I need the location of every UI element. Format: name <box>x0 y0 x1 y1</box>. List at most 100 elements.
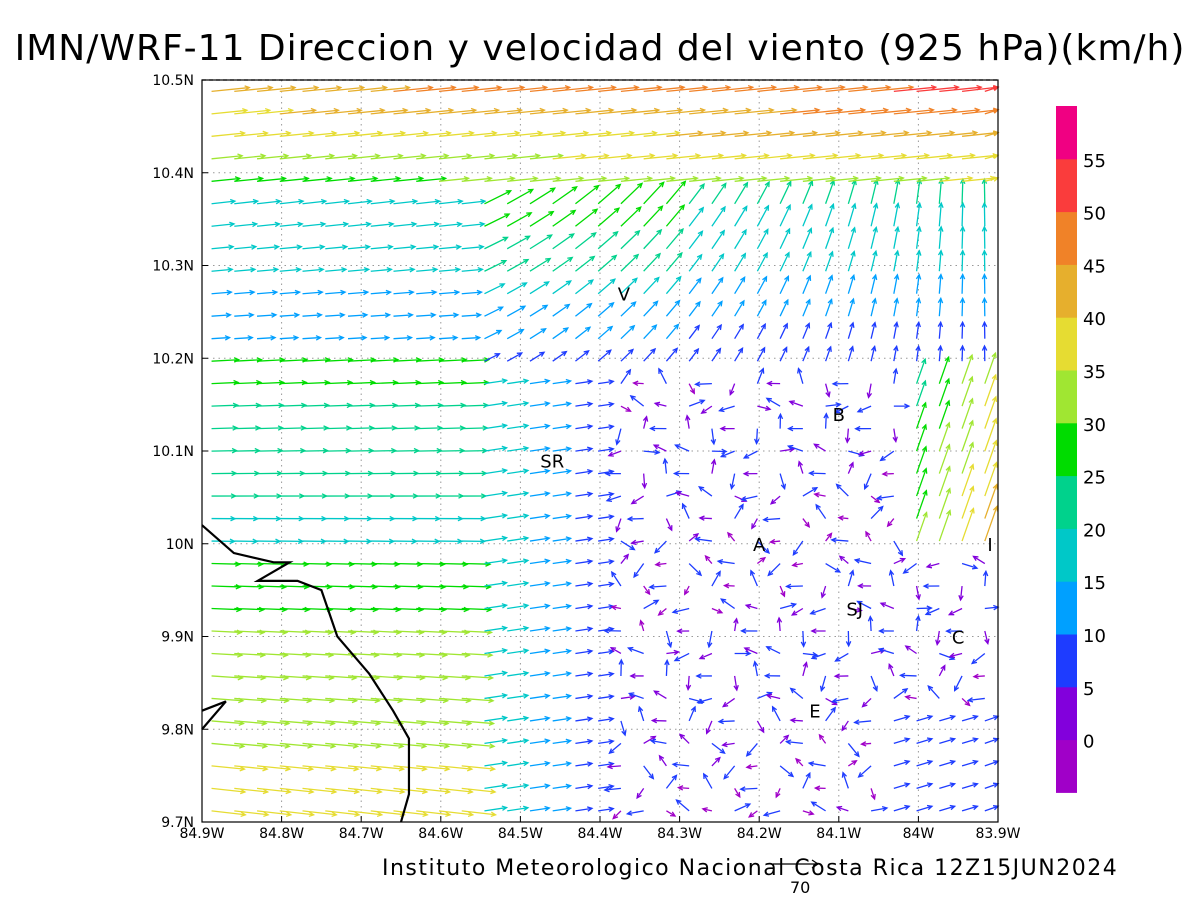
wind-arrow <box>393 810 429 818</box>
wind-arrow <box>393 584 424 590</box>
wind-arrow <box>211 765 246 772</box>
wind-arrow <box>438 515 464 522</box>
wind-arrow <box>813 785 826 791</box>
lon-label: 84.2W <box>737 826 782 842</box>
wind-arrow <box>791 561 803 568</box>
wind-arrow <box>649 425 667 432</box>
wind-arrow <box>257 584 288 590</box>
wind-arrow <box>461 335 482 341</box>
wind-arrow <box>711 323 723 340</box>
wind-arrow <box>627 692 644 700</box>
wind-arrow <box>552 513 573 520</box>
wind-arrow <box>935 630 941 646</box>
wind-arrow <box>959 249 966 272</box>
wind-arrow <box>575 208 599 227</box>
wind-arrow <box>779 602 798 610</box>
wind-arrow <box>618 658 624 676</box>
wind-arrow <box>506 328 525 340</box>
wind-arrow <box>484 130 521 137</box>
wind-arrow <box>766 380 781 387</box>
wind-arrow <box>507 423 530 430</box>
wind-arrow <box>552 671 573 677</box>
wind-arrow <box>325 810 361 818</box>
wind-arrow <box>416 107 455 115</box>
wind-arrow <box>856 600 872 610</box>
wind-arrow <box>810 801 826 812</box>
wind-arrow <box>597 301 615 317</box>
wind-arrow <box>279 312 301 318</box>
wind-arrow <box>575 693 594 700</box>
wind-arrow <box>347 584 379 590</box>
wind-arrow <box>484 378 509 385</box>
colorbar-label: 20 <box>1083 520 1106 541</box>
wind-arrow <box>915 423 927 452</box>
wind-arrow <box>981 296 988 317</box>
wind-arrow <box>643 84 686 93</box>
wind-arrow <box>959 273 966 294</box>
wind-arrow <box>416 493 442 499</box>
wind-arrow <box>234 425 262 431</box>
wind-arrow <box>529 257 552 272</box>
wind-arrow <box>961 782 979 790</box>
wind-arrow <box>575 469 594 475</box>
wind-arrow <box>552 693 573 700</box>
wind-arrow <box>831 381 849 387</box>
wind-arrow <box>615 428 622 446</box>
wind-arrow <box>302 107 340 115</box>
wind-arrow <box>666 153 702 160</box>
wind-arrow <box>393 198 419 205</box>
wind-arrow <box>689 107 729 115</box>
wind-arrow <box>825 175 860 182</box>
wind-arrow <box>984 439 998 474</box>
wind-arrow <box>416 515 442 522</box>
wind-arrow <box>552 603 573 610</box>
wind-arrow <box>552 130 590 137</box>
wind-arrow <box>506 212 533 227</box>
wind-arrow <box>370 584 402 590</box>
wind-arrow <box>824 274 834 294</box>
wind-arrow <box>529 603 551 610</box>
wind-arrow <box>575 558 594 565</box>
wind-arrow <box>959 344 966 362</box>
wind-arrow <box>620 720 627 737</box>
wind-arrow <box>847 321 855 339</box>
wind-arrow <box>733 617 739 632</box>
wind-arrow <box>961 759 979 767</box>
wind-arrow <box>438 176 471 182</box>
wind-arrow <box>552 256 574 272</box>
wind-arrow <box>824 383 831 398</box>
lat-label: 10.4N <box>152 166 194 182</box>
wind-arrow <box>654 561 667 567</box>
wind-arrow <box>461 742 496 749</box>
wind-arrow <box>688 182 705 205</box>
wind-arrow <box>972 555 986 565</box>
wind-arrow <box>784 739 803 745</box>
wind-arrow <box>984 373 997 407</box>
wind-arrow <box>484 670 509 677</box>
wind-arrow <box>734 130 773 137</box>
wind-arrow <box>734 107 775 115</box>
wind-arrow <box>529 625 551 632</box>
wind-arrow <box>507 107 546 115</box>
wind-arrow <box>665 774 678 789</box>
wind-arrow <box>598 175 631 182</box>
wind-arrow <box>671 607 690 615</box>
wind-arrow <box>234 515 260 522</box>
wind-arrow <box>788 400 804 407</box>
wind-arrow <box>765 397 781 407</box>
wind-arrow <box>484 175 516 182</box>
wind-arrow <box>552 107 592 115</box>
wind-arrow <box>597 254 618 272</box>
wind-arrow <box>257 425 285 431</box>
wind-arrow <box>552 783 573 790</box>
wind-arrow <box>302 447 330 454</box>
wind-arrow <box>674 444 690 452</box>
wind-arrow <box>720 598 736 610</box>
wind-arrow <box>507 558 530 565</box>
wind-arrow <box>779 585 786 598</box>
wind-arrow <box>802 227 813 249</box>
colorbar-swatch <box>1056 528 1077 582</box>
wind-vectors <box>211 84 1000 820</box>
wind-arrow <box>984 760 1000 767</box>
wind-arrow <box>685 675 692 691</box>
